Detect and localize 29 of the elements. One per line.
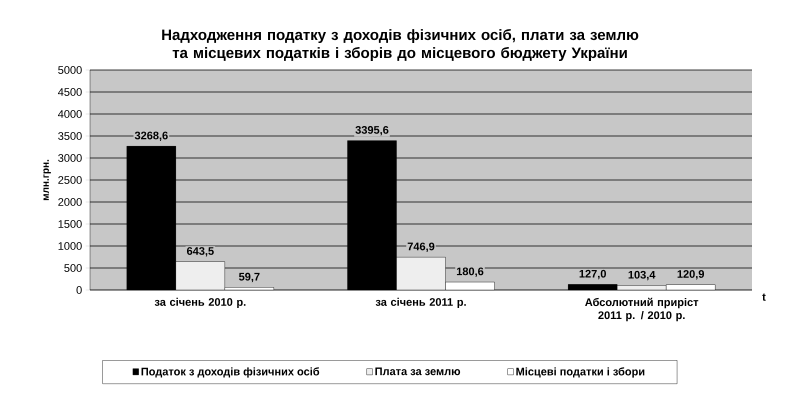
x-axis-title: t [762, 294, 766, 301]
y-tick-label: 3000 [58, 154, 82, 162]
x-tick-label: Абсолютний приріст 2011 р. / 2010 р. [585, 298, 698, 322]
y-tick-label: 500 [64, 264, 82, 272]
data-label: 180,6 [456, 267, 484, 277]
data-label: 3268,6 [134, 132, 168, 141]
y-tick-label: 5000 [58, 66, 82, 74]
data-label: 120,9 [678, 270, 704, 280]
y-tick-label: 0 [76, 286, 82, 294]
y-tick-label: 4500 [58, 88, 82, 96]
y-tick-label: 3500 [58, 132, 82, 140]
data-label: 103,4 [628, 270, 656, 280]
x-tick-label: за січень 2011 р. [376, 298, 466, 308]
data-label: 59,7 [238, 272, 260, 282]
legend-label: Місцеві податки і збори [516, 367, 644, 378]
y-tick-label: 4000 [58, 110, 82, 118]
legend-label: Податок з доходів фізичних осіб [142, 367, 320, 378]
y-tick-label: 1500 [58, 220, 82, 228]
y-axis-title: млн.грн. [43, 160, 51, 200]
data-label: 3395,6 [355, 126, 388, 136]
y-tick-label: 2500 [58, 176, 82, 184]
legend-label: Плата за землю [375, 368, 460, 376]
x-tick-label: за січень 2010 р. [154, 298, 246, 308]
y-tick-label: 1000 [58, 242, 82, 250]
data-label: 746,9 [408, 242, 434, 252]
y-tick-label: 2000 [58, 198, 82, 206]
data-label: 643,5 [186, 247, 214, 256]
chart-title: Надходження податку з доходів фізичних осіб, плати за землю та місцевих податків і зборів до місцевого бюджету України [162, 28, 638, 62]
data-label: 127,0 [580, 270, 606, 280]
